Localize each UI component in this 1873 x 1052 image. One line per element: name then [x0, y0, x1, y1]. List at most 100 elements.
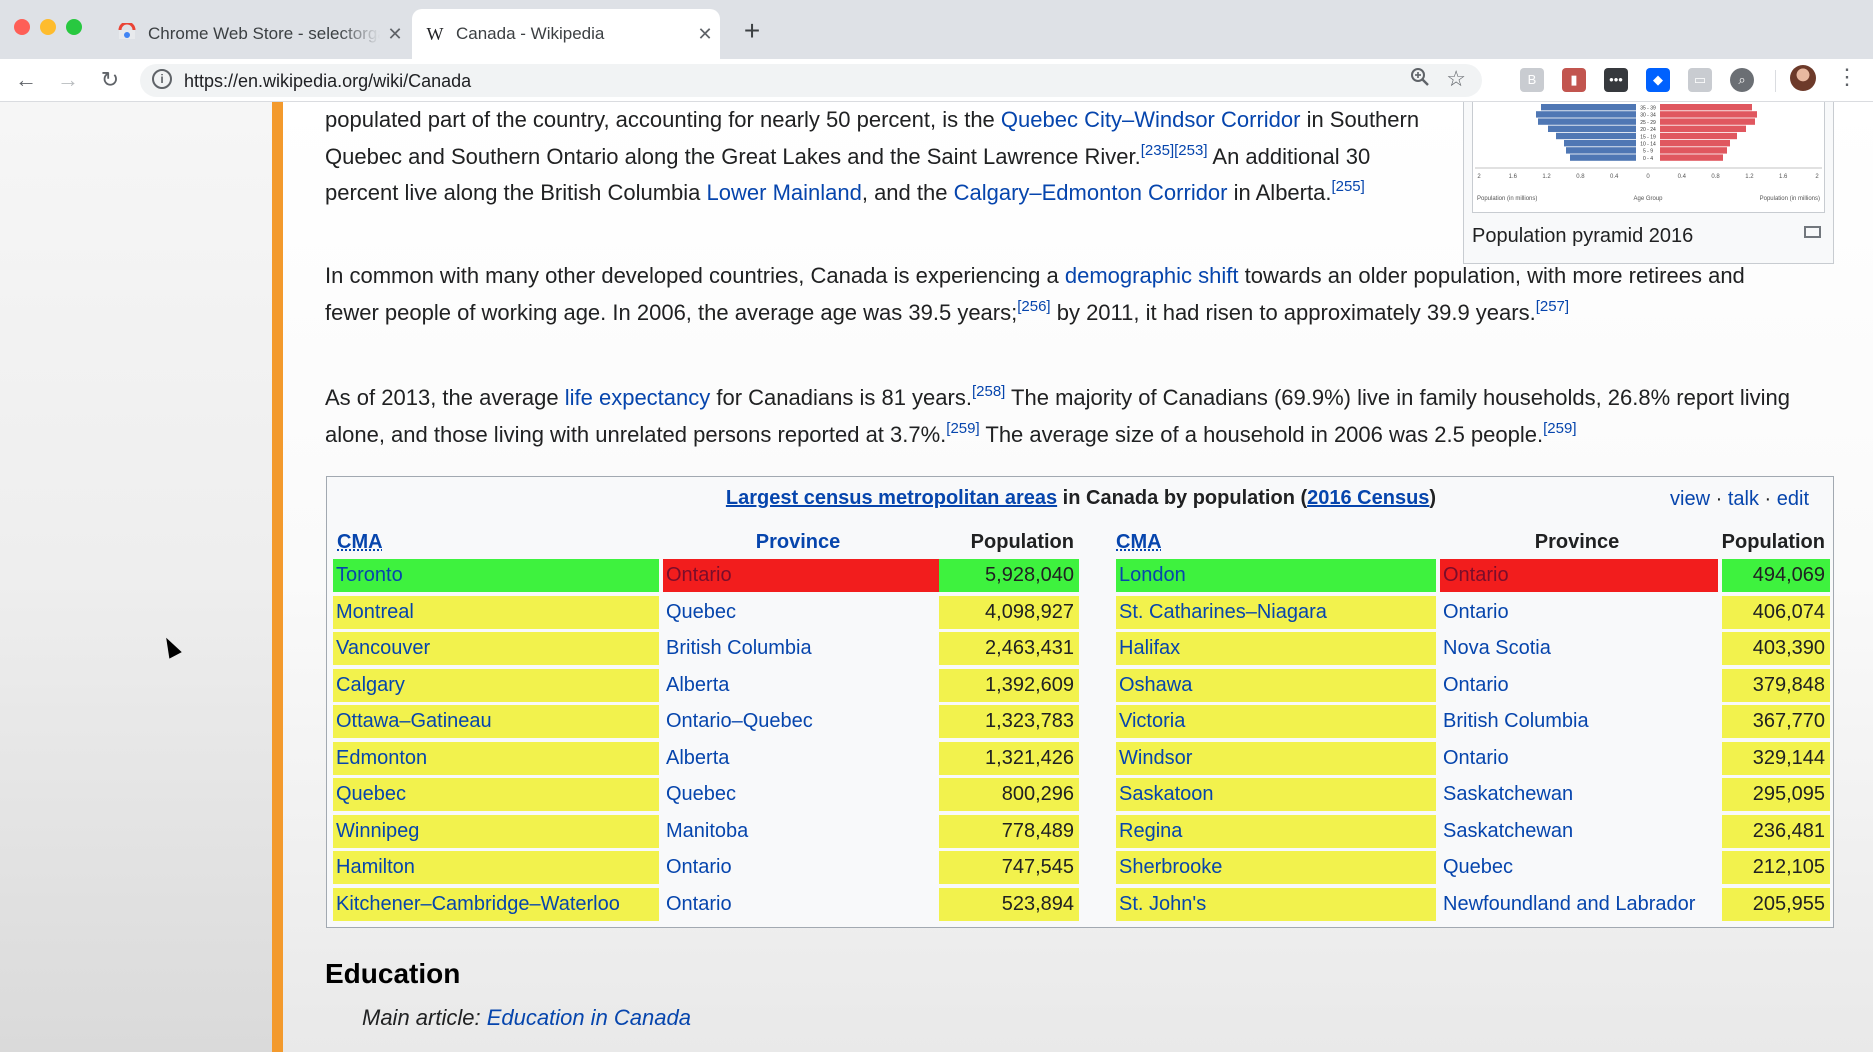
tab-chrome-web-store[interactable]: Chrome Web Store - selectorgadget ✕	[104, 9, 410, 59]
cell-left-province[interactable]: Alberta	[666, 746, 730, 769]
ellipsis-extension-icon[interactable]: •••	[1604, 68, 1628, 92]
cell-right-cma[interactable]: Windsor	[1116, 741, 1436, 775]
dropbox-icon[interactable]: ◆	[1646, 68, 1670, 92]
address-bar[interactable]: i https://en.wikipedia.org/wiki/Canada ☆	[140, 64, 1482, 97]
cell-right-cma[interactable]: Saskatoon	[1116, 778, 1436, 811]
forward-arrow-icon[interactable]: →	[57, 67, 79, 92]
cell-left-cma[interactable]: Toronto	[333, 559, 659, 592]
text: towards an older population, with more r…	[325, 263, 1745, 325]
reload-icon[interactable]: ↻	[100, 67, 120, 92]
wikipedia-w-icon: W	[426, 23, 444, 44]
cell-right-province[interactable]: Ontario	[1443, 746, 1509, 769]
header-province-left[interactable]: Province	[755, 531, 841, 553]
cell-right-province[interactable]: Ontario	[1443, 600, 1509, 623]
tab-title: Canada - Wikipedia	[456, 24, 605, 43]
cell-right-cma[interactable]: Oshawa	[1116, 668, 1436, 702]
cell-left-province[interactable]: Ontario–Quebec	[666, 710, 813, 732]
cell-left-province[interactable]: Quebec	[666, 600, 737, 623]
tab-close-icon[interactable]: ✕	[697, 23, 713, 44]
cell-left-province[interactable]: Ontario	[666, 892, 732, 915]
cell-left-cma[interactable]: Kitchener–Cambridge–Waterloo	[333, 887, 659, 921]
window-zoom-button[interactable]	[66, 19, 82, 35]
cell-left-cma[interactable]: Montreal	[333, 595, 659, 629]
citation-259[interactable]: [259]	[946, 419, 980, 437]
cell-left-province[interactable]: British Columbia	[666, 637, 812, 659]
population-pyramid-image[interactable]: 35 - 39 30 - 34 25 - 29 20 - 24 15 - 19 10 - …	[1472, 102, 1825, 213]
cell-right-cma[interactable]: Halifax	[1116, 632, 1436, 665]
window-minimize-button[interactable]	[40, 19, 56, 35]
cell-left-province[interactable]: Ontario	[663, 559, 942, 592]
citation-256[interactable]: [256]	[1017, 297, 1051, 315]
back-arrow-icon[interactable]: ←	[15, 67, 37, 92]
citation-259-b[interactable]: [259]	[1543, 419, 1577, 437]
link-education-in-canada[interactable]: Education in Canada	[486, 1005, 691, 1030]
link-lower-mainland[interactable]: Lower Mainland	[706, 180, 862, 206]
cell-right-province[interactable]: Ontario	[1443, 673, 1509, 696]
cell-right-province[interactable]: British Columbia	[1443, 710, 1589, 732]
cell-left-population: 523,894	[939, 887, 1079, 921]
cell-right-province[interactable]: Ontario	[1440, 559, 1718, 592]
vte-view-link[interactable]: view	[1670, 488, 1711, 510]
link-life-expectancy[interactable]: life expectancy	[564, 385, 711, 410]
citation-253[interactable]: [253]	[1174, 141, 1208, 159]
cell-left-cma[interactable]: Quebec	[333, 778, 659, 811]
cell-left-cma[interactable]: Vancouver	[333, 632, 659, 665]
link-quebec-windsor-corridor[interactable]: Quebec City–Windsor Corridor	[1000, 107, 1301, 132]
zoom-icon[interactable]	[1410, 67, 1430, 93]
cell-right-cma[interactable]: St. John's	[1116, 887, 1436, 921]
extension-icon[interactable]: B	[1520, 68, 1544, 92]
pyramid-bar-female	[1660, 154, 1723, 161]
cell-right-cma[interactable]: Regina	[1116, 814, 1436, 848]
reader-extension-icon[interactable]: ▮	[1562, 68, 1586, 92]
enlarge-icon[interactable]	[1804, 226, 1821, 238]
vte-edit-link[interactable]: edit	[1776, 488, 1809, 510]
header-cma-right[interactable]: CMA	[1116, 531, 1162, 553]
cell-left-cma[interactable]: Winnipeg	[333, 814, 659, 848]
tab-canada-wikipedia[interactable]: W Canada - Wikipedia ✕	[412, 9, 720, 59]
citation-258[interactable]: [258]	[971, 383, 1006, 400]
cell-left-cma[interactable]: Edmonton	[333, 741, 659, 775]
menu-kebab-icon[interactable]: ⋮	[1836, 64, 1858, 89]
cell-left-province[interactable]: Quebec	[666, 783, 737, 805]
citation-257[interactable]: [257]	[1535, 297, 1570, 315]
link-2016-census[interactable]: 2016 Census	[1307, 487, 1430, 509]
citation-255[interactable]: [255]	[1331, 178, 1365, 196]
url-text[interactable]: https://en.wikipedia.org/wiki/Canada	[184, 71, 472, 91]
cell-right-cma[interactable]: St. Catharines–Niagara	[1116, 595, 1436, 629]
link-largest-cma[interactable]: Largest census metropolitan areas	[725, 487, 1058, 509]
cell-right-province[interactable]: Saskatchewan	[1443, 819, 1574, 842]
cell-right-cma[interactable]: Victoria	[1116, 705, 1436, 738]
link-demographic-shift[interactable]: demographic shift	[1064, 263, 1239, 288]
header-cma-left[interactable]: CMA	[337, 531, 383, 553]
pyramid-tick-label: 0.8	[1711, 174, 1720, 180]
cell-left-province[interactable]: Alberta	[666, 673, 730, 696]
cast-extension-icon[interactable]: ▭	[1688, 68, 1712, 92]
cell-right-cma[interactable]: Sherbrooke	[1116, 851, 1436, 884]
window-close-button[interactable]	[14, 19, 30, 35]
link-calgary-edmonton-corridor[interactable]: Calgary–Edmonton Corridor	[953, 180, 1228, 206]
cell-left-province[interactable]: Ontario	[666, 856, 732, 878]
site-info-icon[interactable]: i	[152, 69, 172, 89]
navbox-vte: view · talk · edit	[1670, 488, 1809, 510]
cell-left-cma[interactable]: Calgary	[333, 668, 659, 702]
cell-left-cma[interactable]: Hamilton	[333, 851, 659, 884]
pyramid-age-label: 25 - 29	[1640, 120, 1656, 126]
pyramid-bar-male	[1556, 132, 1636, 140]
cell-left-cma[interactable]: Ottawa–Gatineau	[333, 705, 659, 738]
cell-right-province[interactable]: Quebec	[1443, 856, 1514, 878]
cell-right-province[interactable]: Nova Scotia	[1443, 637, 1551, 659]
cell-left-province[interactable]: Manitoba	[666, 819, 749, 842]
cell-right-province[interactable]: Newfoundland and Labrador	[1443, 892, 1696, 915]
new-tab-button[interactable]: +	[743, 15, 761, 46]
cell-right-cma[interactable]: London	[1116, 559, 1436, 592]
pyramid-bar-male	[1564, 140, 1636, 147]
citation-235[interactable]: [235]	[1140, 141, 1175, 159]
profile-avatar[interactable]	[1790, 65, 1816, 91]
bookmark-star-icon[interactable]: ☆	[1446, 66, 1466, 91]
selectorgadget-icon[interactable]: ⌕	[1730, 68, 1754, 92]
section-heading-education: Education	[325, 958, 461, 989]
tab-close-icon[interactable]: ✕	[387, 23, 403, 44]
cell-right-province[interactable]: Saskatchewan	[1443, 783, 1574, 805]
vte-talk-link[interactable]: talk	[1727, 488, 1759, 510]
pyramid-bar-male	[1536, 111, 1636, 118]
